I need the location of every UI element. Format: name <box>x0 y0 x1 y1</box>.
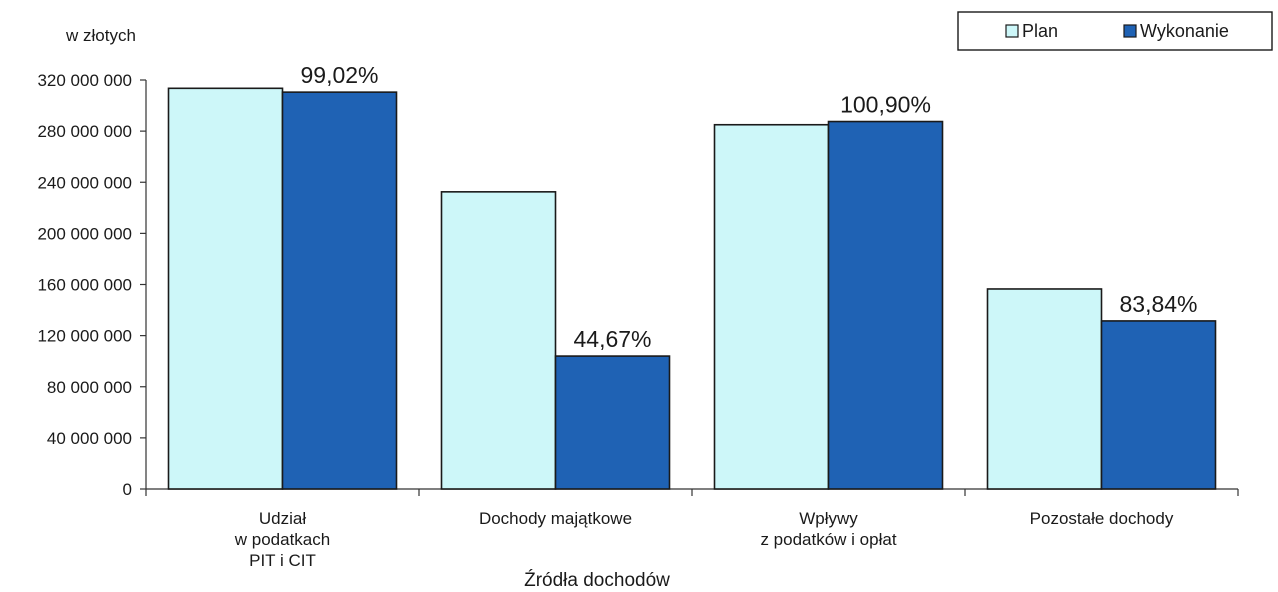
x-tick-label: Udział <box>259 509 306 528</box>
bar-wykonanie <box>827 120 944 490</box>
y-tick-label: 240 000 000 <box>37 173 132 192</box>
bar-wykonanie <box>1100 320 1217 490</box>
data-label: 83,84% <box>1119 291 1197 317</box>
data-label: 44,67% <box>573 326 651 352</box>
data-label: 99,02% <box>300 62 378 88</box>
bars <box>167 87 1217 490</box>
x-tick-label: z podatków i opłat <box>760 530 896 549</box>
x-tick-label: Pozostałe dochody <box>1030 509 1174 528</box>
bar-plan <box>713 123 830 490</box>
labels: w złotych 0 40 000 000 80 000 000 120 000 00… <box>37 26 1197 591</box>
unit-label: w złotych <box>65 26 136 45</box>
bar-wykonanie <box>281 91 398 490</box>
bar-plan <box>986 288 1103 490</box>
x-axis-title: Źródła dochodów <box>524 570 670 591</box>
legend-label-wykonanie: Wykonanie <box>1140 21 1229 41</box>
y-tick-label: 320 000 000 <box>37 71 132 90</box>
bar-plan <box>167 87 284 490</box>
legend-label-plan: Plan <box>1022 21 1058 41</box>
x-tick-label: PIT i CIT <box>249 551 316 570</box>
legend-swatch-plan <box>1005 24 1019 38</box>
y-tick-label: 120 000 000 <box>37 327 132 346</box>
y-tick-label: 200 000 000 <box>37 224 132 243</box>
bar-wykonanie <box>554 355 671 490</box>
x-tick-label: Dochody majątkowe <box>479 509 632 528</box>
x-tick-label: w podatkach <box>234 530 330 549</box>
y-tick-label: 80 000 000 <box>47 378 132 397</box>
y-tick-label: 0 <box>123 480 132 499</box>
y-tick-label: 40 000 000 <box>47 429 132 448</box>
legend-swatch-wykonanie <box>1123 24 1137 38</box>
x-tick-label: Wpływy <box>799 509 858 528</box>
data-label: 100,90% <box>840 92 931 118</box>
bar-plan <box>440 191 557 490</box>
legend: Plan Wykonanie <box>957 11 1273 51</box>
y-tick-label: 280 000 000 <box>37 122 132 141</box>
y-tick-label: 160 000 000 <box>37 276 132 295</box>
